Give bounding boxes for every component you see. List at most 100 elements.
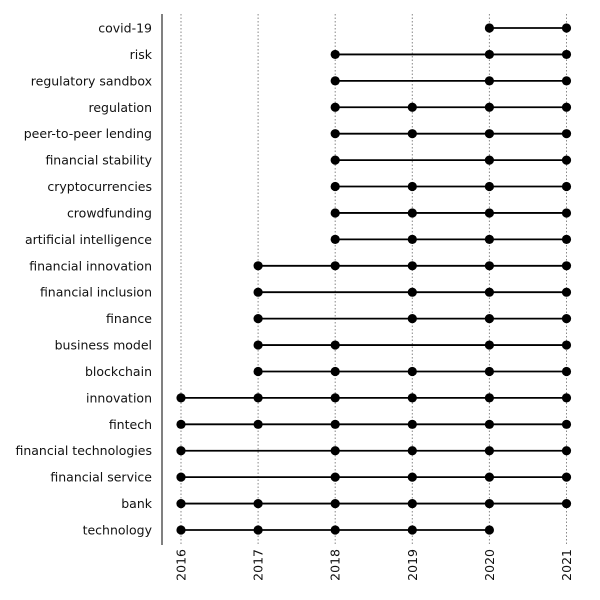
x-tick-label: 2020 [482, 549, 497, 581]
data-point [561, 102, 572, 112]
data-point [484, 23, 494, 33]
data-point [176, 393, 186, 403]
data-point [484, 446, 494, 456]
y-tick-label: business model [55, 338, 152, 353]
data-point [561, 261, 572, 271]
data-point [561, 129, 572, 139]
y-tick-label: covid-19 [98, 21, 152, 36]
data-point [407, 261, 417, 271]
data-point [407, 366, 417, 377]
y-tick-label: risk [130, 47, 153, 62]
data-point [330, 261, 340, 271]
data-point [484, 208, 494, 218]
x-tick-label: 2016 [174, 549, 189, 581]
y-tick-label: cryptocurrencies [47, 179, 152, 194]
data-point [407, 472, 417, 482]
data-point [330, 76, 340, 86]
data-point [253, 393, 263, 403]
data-point [561, 287, 572, 297]
y-tick-label: financial technologies [15, 443, 152, 458]
x-tick-label: 2017 [251, 549, 266, 581]
y-tick-label: financial service [50, 470, 152, 485]
data-point [330, 472, 340, 482]
series-lines [181, 27, 567, 531]
data-point [561, 314, 572, 324]
y-tick-label: crowdfunding [67, 205, 152, 220]
x-tick-labels: 2016 2017 2018 2019 2020 2021 [174, 549, 575, 581]
y-tick-label: finance [106, 311, 152, 326]
y-tick-label: fintech [109, 417, 152, 432]
data-point [253, 287, 263, 297]
data-point [561, 234, 572, 244]
data-point [407, 498, 417, 509]
data-point [484, 314, 494, 324]
data-point [561, 446, 572, 456]
data-point [484, 393, 494, 403]
data-point [407, 314, 417, 324]
data-point [484, 155, 494, 165]
y-tick-label: blockchain [85, 364, 152, 379]
data-markers [176, 23, 572, 535]
data-point [253, 261, 263, 271]
y-tick-label: innovation [86, 390, 152, 405]
data-point [176, 446, 186, 456]
data-point [484, 340, 494, 350]
data-point [407, 525, 417, 535]
data-point [484, 181, 494, 192]
data-point [561, 208, 572, 218]
y-tick-label: bank [121, 496, 153, 511]
data-point [176, 419, 186, 429]
data-point [330, 446, 340, 456]
data-point [330, 498, 340, 509]
data-point [253, 366, 263, 377]
data-point [484, 419, 494, 429]
y-tick-label: financial innovation [29, 258, 152, 273]
y-tick-label: technology [83, 523, 153, 538]
data-point [253, 419, 263, 429]
data-point [330, 181, 340, 192]
y-tick-label: artificial intelligence [25, 232, 152, 247]
data-point [484, 498, 494, 509]
x-tick-label: 2021 [559, 549, 574, 581]
data-point [484, 287, 494, 297]
data-point [561, 340, 572, 350]
data-point [330, 419, 340, 429]
data-point [561, 49, 572, 60]
data-point [484, 366, 494, 377]
data-point [330, 340, 340, 350]
data-point [561, 155, 572, 165]
data-point [561, 366, 572, 377]
data-point [330, 49, 340, 60]
x-tick-label: 2018 [328, 549, 343, 581]
y-tick-labels: covid-19 risk regulatory sandbox regulation… [15, 21, 152, 538]
data-point [176, 498, 186, 509]
data-point [407, 393, 417, 403]
data-point [561, 76, 572, 86]
y-tick-label: financial stability [45, 153, 152, 168]
y-tick-label: financial inclusion [40, 285, 152, 300]
data-point [176, 525, 186, 535]
data-point [407, 287, 417, 297]
data-point [330, 234, 340, 244]
data-point [561, 498, 572, 509]
data-point [407, 234, 417, 244]
grid-lines [180, 14, 567, 545]
data-point [253, 498, 263, 509]
data-point [561, 419, 572, 429]
data-point [484, 102, 494, 112]
data-point [484, 76, 494, 86]
data-point [330, 155, 340, 165]
data-point [407, 446, 417, 456]
y-tick-label: peer-to-peer lending [24, 126, 152, 141]
data-point [407, 208, 417, 218]
data-point [253, 314, 263, 324]
data-point [484, 49, 494, 60]
data-point [484, 129, 494, 139]
data-point [176, 472, 186, 482]
data-point [330, 525, 340, 535]
data-point [484, 234, 494, 244]
data-point [484, 525, 494, 535]
data-point [330, 208, 340, 218]
data-point [561, 23, 572, 33]
